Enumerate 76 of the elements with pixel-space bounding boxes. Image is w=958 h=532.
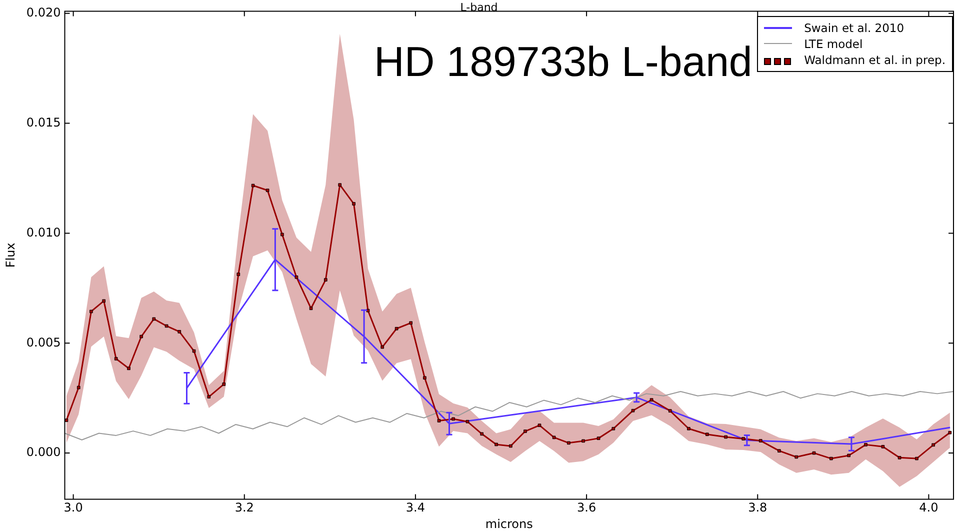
point (612, 426, 616, 430)
x-tick-label: 4.0 (919, 500, 938, 515)
point (566, 441, 570, 445)
point (90, 310, 93, 314)
x-tick-label: 3.8 (748, 500, 768, 515)
x-tick-label: 3.0 (64, 500, 83, 515)
y-tick-label: 0.010 (26, 225, 61, 240)
point (324, 278, 328, 282)
point (724, 435, 728, 439)
point (596, 436, 600, 440)
point (812, 451, 816, 455)
point (178, 330, 182, 334)
point (847, 454, 850, 458)
point (538, 424, 542, 428)
x-tick-label: 3.4 (406, 500, 426, 515)
legend-label: Waldmann et al. in prep. (804, 53, 946, 68)
point (140, 334, 143, 338)
point (409, 321, 413, 325)
point (164, 324, 168, 328)
point (552, 436, 556, 440)
point (650, 398, 654, 402)
point (778, 449, 781, 453)
y-tick-label: 0.000 (26, 445, 61, 460)
point (352, 202, 356, 206)
point (881, 445, 885, 448)
point (898, 456, 902, 460)
point (127, 366, 130, 370)
point (932, 443, 935, 447)
point (948, 430, 952, 434)
point (915, 456, 918, 460)
point (394, 326, 398, 330)
point (705, 432, 709, 436)
point (480, 432, 484, 436)
y-axis-title: Flux (3, 242, 18, 268)
annotation: HD 189733b L-band (374, 38, 752, 86)
point (794, 455, 798, 459)
x-tick-label: 3.2 (234, 500, 254, 515)
point (366, 308, 370, 312)
point (380, 345, 384, 349)
point (280, 232, 284, 236)
point (114, 357, 118, 360)
point (437, 419, 441, 422)
point (864, 443, 868, 446)
point (423, 376, 426, 380)
point (222, 382, 226, 386)
legend-label: Swain et al. 2010 (804, 21, 904, 36)
point (742, 437, 745, 440)
point (309, 306, 313, 310)
point (266, 188, 270, 192)
point (152, 317, 156, 321)
point (466, 420, 470, 424)
point (452, 417, 455, 421)
point (668, 409, 672, 412)
legend-label: LTE model (804, 37, 863, 52)
chart-title: L-band (460, 1, 498, 14)
point (338, 183, 342, 187)
point (251, 184, 255, 188)
x-tick-label: 3.6 (576, 500, 596, 515)
x-axis-title: microns (485, 516, 533, 531)
point (524, 430, 527, 433)
y-tick-label: 0.015 (26, 115, 61, 130)
y-tick-label: 0.005 (26, 335, 61, 350)
point (758, 439, 762, 442)
point (76, 386, 80, 390)
point (509, 444, 512, 448)
point (582, 439, 585, 443)
point (631, 408, 635, 412)
point (494, 442, 498, 446)
point (830, 456, 833, 460)
point (294, 276, 298, 279)
point (207, 395, 211, 398)
point (687, 426, 690, 430)
point (192, 349, 196, 353)
point (102, 299, 106, 303)
y-tick-label: 0.020 (26, 6, 61, 20)
point (236, 272, 240, 276)
